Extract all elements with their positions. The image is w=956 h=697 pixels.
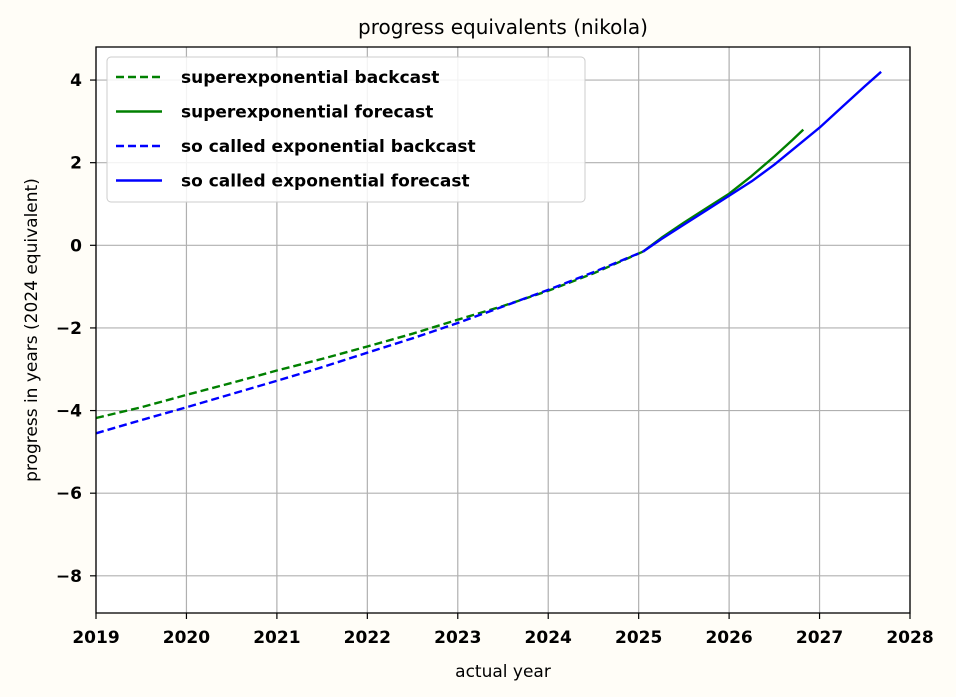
legend-label-3: so called exponential backcast	[181, 137, 476, 157]
legend-label-1: superexponential backcast	[181, 68, 439, 88]
x-tick-label: 2021	[253, 628, 300, 648]
legend: superexponential backcast superexponentia…	[106, 56, 586, 203]
series-line-3	[95, 250, 644, 435]
y-tick-label: −6	[56, 484, 82, 504]
y-tick-label: −8	[56, 567, 82, 587]
x-tick-label: 2027	[796, 628, 843, 648]
legend-label-4: so called exponential forecast	[181, 172, 470, 192]
axis-ticks: 2019 2020 2021 2022 2023 2024 2025 2026 2027 2028…	[56, 71, 934, 648]
y-tick-label: 4	[70, 71, 82, 91]
chart-title: progress equivalents (nikola)	[358, 15, 648, 39]
legend-label-2: superexponential forecast	[181, 103, 433, 123]
plot-frame	[95, 46, 911, 614]
y-tick-label: 2	[70, 154, 82, 174]
x-axis-title: actual year	[455, 662, 551, 682]
x-tick-label: 2028	[886, 628, 933, 648]
legend-box	[106, 56, 586, 203]
y-tick-label: −2	[56, 319, 82, 339]
x-tick-label: 2020	[163, 628, 210, 648]
series-lines	[95, 70, 882, 435]
y-tick-label: 0	[70, 236, 82, 256]
x-tick-label: 2023	[434, 628, 481, 648]
y-axis-title: progress in years (2024 equivalent)	[22, 178, 42, 482]
series-line-2	[642, 128, 805, 253]
y-tick-label: −4	[56, 402, 82, 422]
x-tick-label: 2024	[525, 628, 572, 648]
x-tick-label: 2019	[72, 628, 119, 648]
x-tick-label: 2022	[344, 628, 391, 648]
x-tick-label: 2025	[615, 628, 662, 648]
series-line-4	[642, 70, 882, 253]
x-tick-label: 2026	[705, 628, 752, 648]
